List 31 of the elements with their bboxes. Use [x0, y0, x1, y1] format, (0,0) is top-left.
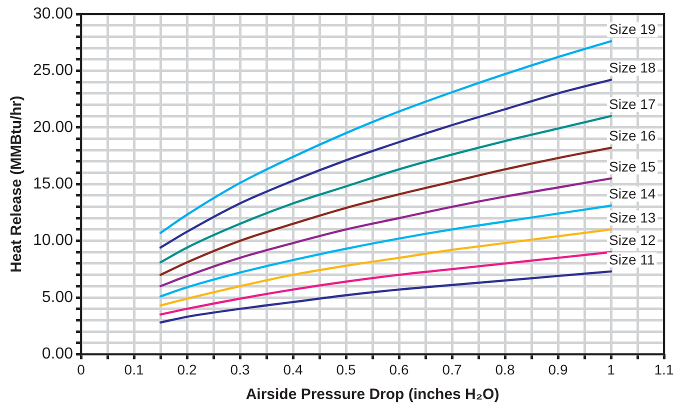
x-axis-title: Airside Pressure Drop (inches H₂O) — [246, 386, 500, 404]
x-tick-label: 0.7 — [442, 361, 462, 378]
y-tick-label: 30.00 — [32, 5, 74, 22]
series-label: Size 11 — [609, 251, 655, 268]
y-tick-label: 15.00 — [32, 176, 74, 193]
series-label: Size 15 — [609, 158, 656, 174]
y-tick-label: 0.00 — [42, 346, 74, 363]
x-tick-label: 0.2 — [177, 361, 197, 378]
x-tick-label: 0.1 — [124, 361, 144, 378]
x-tick-label: 0.5 — [336, 361, 356, 378]
y-tick-label: 10.00 — [32, 232, 74, 250]
series-label: Size 16 — [609, 128, 656, 144]
x-tick-label: 0.3 — [230, 361, 250, 378]
y-tick-label: 5.00 — [42, 288, 74, 306]
x-tick-label: 1 — [607, 361, 616, 378]
series-label: Size 13 — [609, 209, 656, 226]
y-tick-label: 25.00 — [32, 62, 74, 80]
series-label: Size 17 — [609, 96, 656, 112]
series-label: Size 18 — [609, 60, 656, 76]
series-label: Size 12 — [609, 232, 656, 248]
x-tick-label: 0.8 — [495, 361, 515, 378]
x-tick-label: 0.9 — [548, 361, 568, 378]
line-series — [159, 270, 612, 324]
series-label: Size 14 — [609, 186, 656, 202]
x-tick-label: 0.6 — [389, 361, 409, 378]
y-tick-label: 20.00 — [32, 118, 74, 136]
x-tick-label: 1.1 — [654, 361, 674, 378]
x-tick-label: 0.4 — [283, 361, 303, 378]
y-axis-title: Heat Release (MMBtu/hr) — [8, 96, 26, 272]
x-tick-label: 0 — [77, 361, 86, 378]
series-label: Size 19 — [609, 21, 656, 38]
